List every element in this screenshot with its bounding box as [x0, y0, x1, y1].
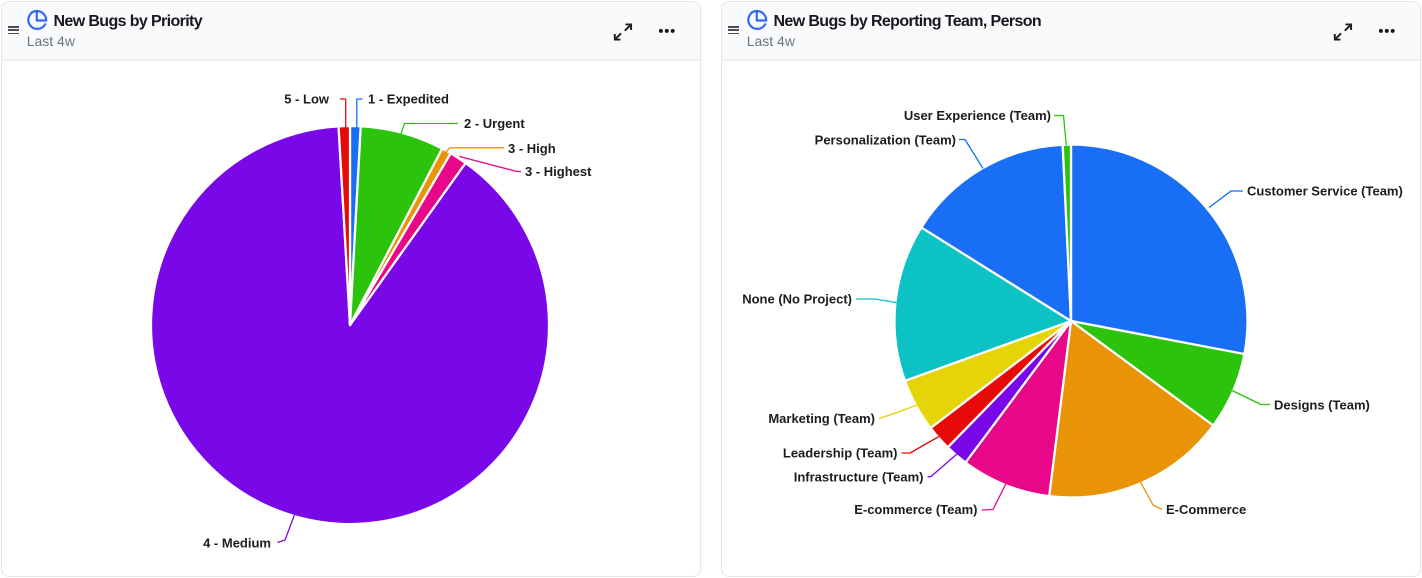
- svg-text:Infrastructure (Team): Infrastructure (Team): [794, 470, 924, 485]
- svg-text:Customer Service (Team): Customer Service (Team): [1247, 184, 1403, 199]
- svg-text:5 - Low: 5 - Low: [284, 92, 330, 107]
- svg-text:Designs (Team): Designs (Team): [1274, 397, 1370, 412]
- svg-text:User Experience (Team): User Experience (Team): [904, 108, 1051, 123]
- svg-text:E-commerce (Team): E-commerce (Team): [854, 502, 977, 517]
- svg-text:E-Commerce: E-Commerce: [1166, 502, 1246, 517]
- svg-text:1 - Expedited: 1 - Expedited: [368, 92, 449, 107]
- svg-text:Leadership (Team): Leadership (Team): [783, 446, 898, 461]
- svg-text:2 - Urgent: 2 - Urgent: [464, 116, 525, 131]
- svg-text:3 - High: 3 - High: [508, 141, 556, 156]
- svg-text:Marketing (Team): Marketing (Team): [768, 411, 875, 426]
- svg-text:None (No Project): None (No Project): [742, 291, 852, 306]
- svg-text:4 - Medium: 4 - Medium: [203, 536, 271, 551]
- svg-text:3 - Highest: 3 - Highest: [525, 164, 592, 179]
- svg-text:Personalization (Team): Personalization (Team): [815, 132, 956, 147]
